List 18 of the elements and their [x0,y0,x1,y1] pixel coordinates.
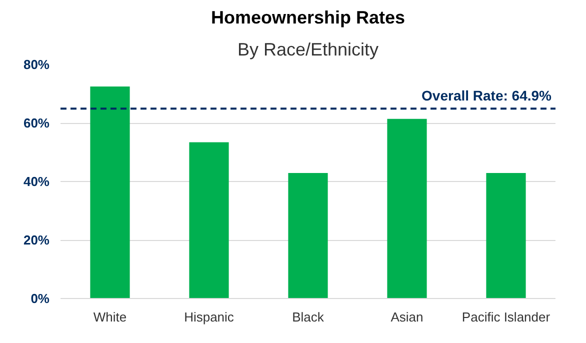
y-tick-label: 80% [23,57,50,72]
x-tick-label: Hispanic [184,310,234,324]
bar [90,86,130,298]
chart-title: Homeownership Rates [210,8,406,28]
bar [486,173,526,298]
ref-line-label: Overall Rate: 64.9% [422,88,552,104]
x-tick-label: Black [292,310,324,324]
x-tick-label: White [93,310,127,324]
x-tick-label: Asian [390,310,424,324]
y-tick-label: 0% [30,291,50,306]
y-tick-label: 40% [23,174,50,189]
x-tick-label: Pacific Islander [462,310,551,324]
y-tick-label: 60% [23,116,50,130]
bar [288,173,328,298]
chart-subtitle: By Race/Ethnicity [237,40,379,60]
bar [387,118,427,298]
y-tick-label: 20% [23,232,50,248]
bar [189,142,229,298]
